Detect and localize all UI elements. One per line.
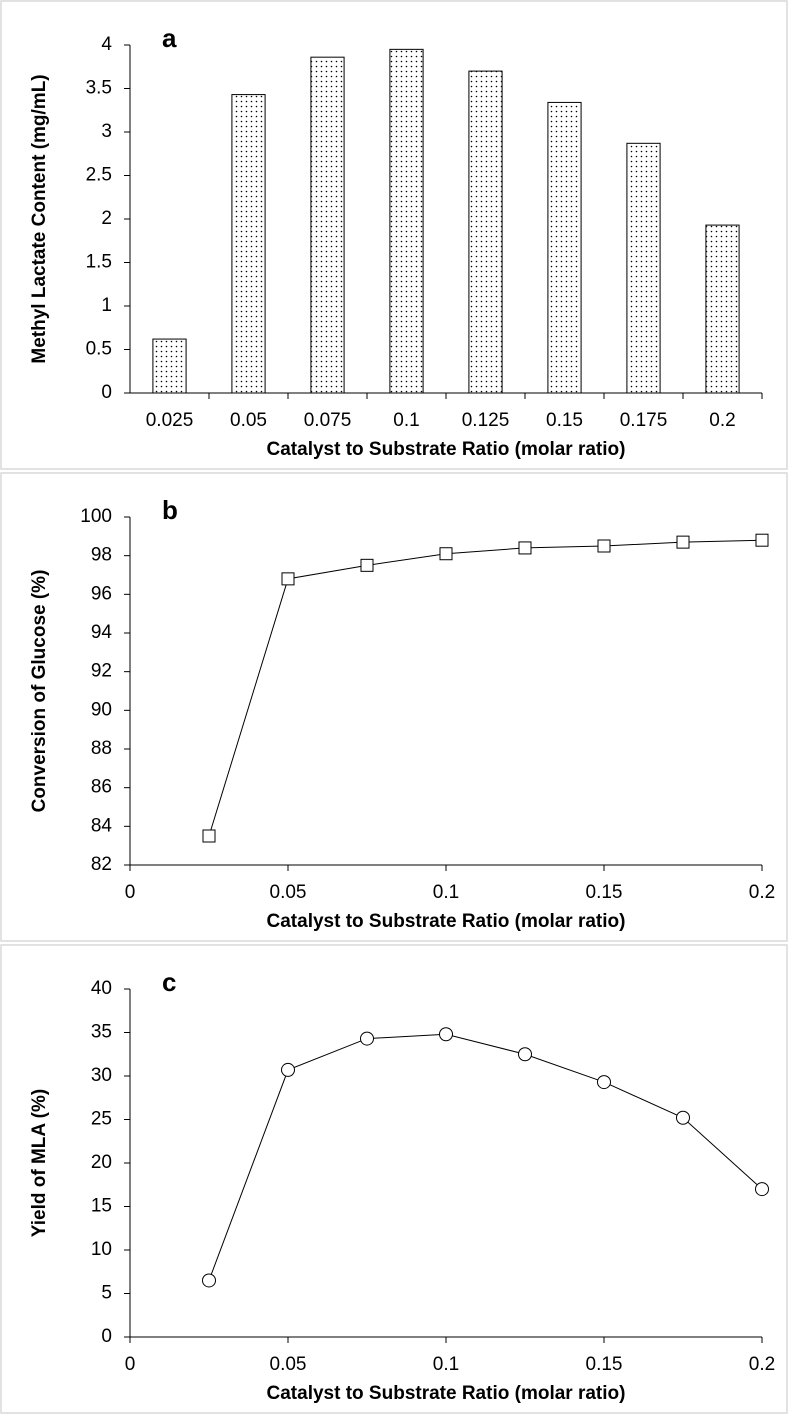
y-tick-label: 98 bbox=[91, 545, 112, 566]
bar bbox=[152, 338, 187, 394]
y-tick-label: 92 bbox=[91, 661, 112, 682]
bar bbox=[310, 56, 345, 394]
y-tick-label: 0 bbox=[101, 1326, 112, 1347]
y-tick-label: 35 bbox=[91, 1022, 112, 1043]
x-tick-label: 0.1 bbox=[393, 410, 419, 431]
x-tick-label: 0.05 bbox=[270, 882, 307, 903]
x-tick-label: 0 bbox=[125, 1354, 136, 1375]
y-tick-label: 1.5 bbox=[86, 252, 112, 273]
marker bbox=[202, 829, 216, 843]
marker bbox=[518, 1047, 532, 1062]
bar bbox=[468, 70, 503, 394]
panel-letter: b bbox=[162, 495, 178, 525]
y-tick-label: 5 bbox=[101, 1283, 112, 1304]
y-tick-label: 82 bbox=[91, 854, 112, 875]
marker bbox=[439, 547, 453, 561]
y-tick-label: 4 bbox=[101, 34, 112, 55]
y-tick-label: 30 bbox=[91, 1065, 112, 1086]
y-tick-label: 3 bbox=[101, 121, 112, 142]
y-tick-label: 86 bbox=[91, 777, 112, 798]
data-line bbox=[208, 1033, 763, 1281]
panel-letter: a bbox=[162, 23, 177, 53]
x-tick-label: 0.2 bbox=[749, 1354, 775, 1375]
marker bbox=[597, 539, 611, 553]
y-tick-label: 20 bbox=[91, 1152, 112, 1173]
marker bbox=[281, 1062, 295, 1077]
x-tick-label: 0.1 bbox=[433, 882, 459, 903]
x-tick-label: 0.025 bbox=[146, 410, 194, 431]
bar bbox=[389, 48, 424, 394]
x-tick-label: 0.05 bbox=[270, 1354, 307, 1375]
panel-frame bbox=[0, 944, 788, 1414]
data-line bbox=[208, 539, 763, 837]
x-axis-title: Catalyst to Substrate Ratio (molar ratio… bbox=[267, 439, 626, 460]
bar bbox=[231, 94, 266, 394]
y-tick-label: 3.5 bbox=[86, 78, 112, 99]
y-tick-label: 40 bbox=[91, 978, 112, 999]
bar bbox=[547, 101, 582, 394]
y-tick-label: 94 bbox=[91, 622, 113, 643]
panel-frame bbox=[0, 472, 788, 942]
x-tick-label: 0.2 bbox=[709, 410, 735, 431]
marker bbox=[360, 1031, 374, 1046]
x-axis-title: Catalyst to Substrate Ratio (molar ratio… bbox=[267, 911, 626, 932]
y-tick-label: 2.5 bbox=[86, 165, 112, 186]
panel-letter: c bbox=[162, 967, 176, 997]
y-tick-label: 0.5 bbox=[86, 339, 112, 360]
y-axis-title: Conversion of Glucose (%) bbox=[29, 570, 50, 813]
marker bbox=[755, 1182, 769, 1197]
x-tick-label: 0.125 bbox=[462, 410, 510, 431]
marker bbox=[676, 535, 690, 549]
marker bbox=[281, 572, 295, 586]
x-tick-label: 0.15 bbox=[586, 882, 623, 903]
y-tick-label: 100 bbox=[80, 506, 112, 527]
marker bbox=[597, 1075, 611, 1090]
y-tick-label: 2 bbox=[101, 208, 112, 229]
y-tick-label: 90 bbox=[91, 699, 112, 720]
y-axis-title: Yield of MLA (%) bbox=[29, 1089, 50, 1237]
x-tick-label: 0.2 bbox=[749, 882, 775, 903]
x-tick-label: 0.175 bbox=[620, 410, 668, 431]
marker bbox=[439, 1027, 453, 1042]
x-tick-label: 0.1 bbox=[433, 1354, 459, 1375]
y-tick-label: 88 bbox=[91, 738, 112, 759]
marker bbox=[202, 1273, 216, 1288]
y-tick-label: 1 bbox=[101, 295, 112, 316]
marker bbox=[360, 558, 374, 572]
panel-frame bbox=[0, 0, 788, 470]
x-axis-title: Catalyst to Substrate Ratio (molar ratio… bbox=[267, 1383, 626, 1404]
y-axis-title: Methyl Lactate Content (mg/mL) bbox=[29, 74, 50, 363]
x-tick-label: 0.15 bbox=[546, 410, 583, 431]
x-tick-label: 0.05 bbox=[230, 410, 267, 431]
bar bbox=[705, 224, 740, 394]
y-tick-label: 96 bbox=[91, 583, 112, 604]
x-tick-label: 0.075 bbox=[304, 410, 352, 431]
marker bbox=[518, 541, 532, 555]
marker bbox=[676, 1110, 690, 1125]
y-tick-label: 84 bbox=[91, 815, 113, 836]
x-tick-label: 0 bbox=[125, 882, 136, 903]
y-tick-label: 25 bbox=[91, 1109, 112, 1130]
bar bbox=[626, 142, 661, 394]
y-tick-label: 0 bbox=[101, 382, 112, 403]
y-tick-label: 15 bbox=[91, 1196, 112, 1217]
x-tick-label: 0.15 bbox=[586, 1354, 623, 1375]
y-tick-label: 10 bbox=[91, 1239, 112, 1260]
marker bbox=[755, 533, 769, 547]
